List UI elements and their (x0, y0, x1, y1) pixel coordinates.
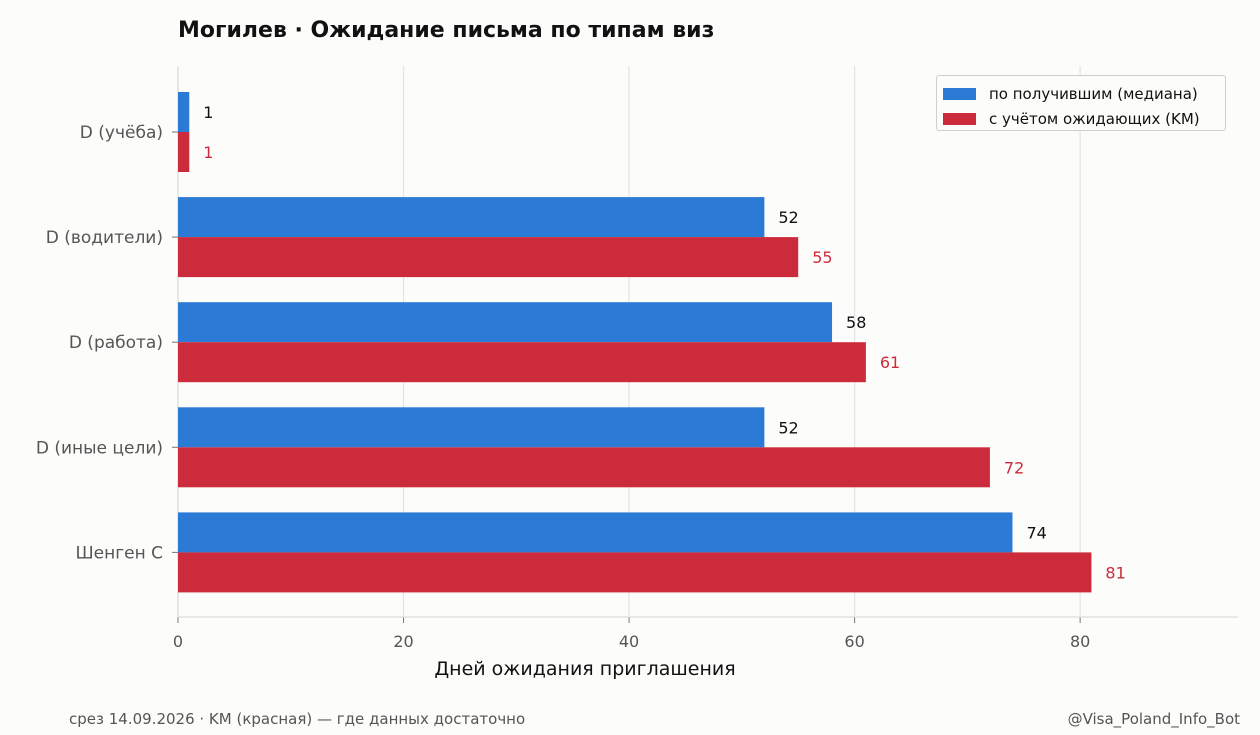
bar-km (178, 132, 190, 172)
y-tick-label: D (учёба) (80, 123, 163, 143)
data-label-km: 1 (203, 143, 213, 162)
footer-credit: @Visa_Poland_Info_Bot (1067, 710, 1240, 728)
footer-note: срез 14.09.2026 · KM (красная) — где дан… (69, 710, 526, 728)
chart-title: Могилев · Ожидание письма по типам виз (178, 18, 715, 43)
bar-km (178, 552, 1092, 593)
data-label-received: 58 (846, 313, 866, 332)
x-tick-label: 0 (173, 632, 183, 651)
data-label-km: 72 (1004, 458, 1024, 477)
y-tick-label: D (водители) (46, 228, 163, 248)
legend-label-km: с учётом ожидающих (KM) (989, 109, 1200, 128)
data-label-received: 74 (1026, 523, 1046, 542)
y-tick-label: Шенген C (75, 543, 163, 563)
data-label-km: 55 (812, 248, 832, 267)
data-label-km: 81 (1105, 563, 1125, 582)
legend-label-received: по получившим (медиана) (989, 84, 1198, 103)
x-tick-label: 60 (844, 632, 864, 651)
bar-received (178, 512, 1013, 553)
data-label-received: 52 (778, 418, 798, 437)
data-label-received: 52 (778, 208, 798, 227)
x-tick-label: 20 (393, 632, 413, 651)
bar-km (178, 342, 866, 383)
y-tick-label: D (иные цели) (36, 438, 163, 458)
bar-km (178, 447, 990, 488)
bar-received (178, 92, 190, 132)
y-tick-label: D (работа) (69, 333, 163, 353)
data-label-km: 61 (880, 353, 900, 372)
legend-item-km: с учётом ожидающих (KM) (943, 106, 1225, 131)
x-axis-label: Дней ожидания приглашения (434, 658, 735, 680)
bar-km (178, 237, 799, 278)
legend-swatch-received (943, 87, 976, 100)
data-label-received: 1 (203, 103, 213, 122)
legend-swatch-km (943, 112, 976, 125)
x-tick-label: 40 (619, 632, 639, 651)
legend-item-received: по получившим (медиана) (943, 81, 1225, 106)
bar-received (178, 407, 765, 448)
legend: по получившим (медиана) с учётом ожидающ… (936, 75, 1226, 131)
bar-received (178, 197, 765, 238)
bar-received (178, 302, 833, 343)
x-tick-label: 80 (1070, 632, 1090, 651)
